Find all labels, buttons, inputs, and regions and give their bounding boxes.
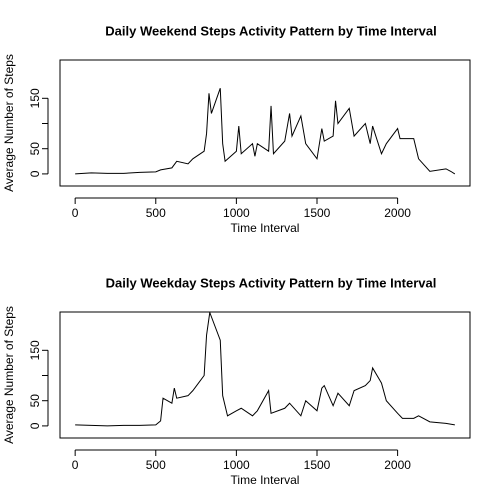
x-tick-label: 0 <box>72 206 79 220</box>
chart-title: Daily Weekend Steps Activity Pattern by … <box>105 23 436 38</box>
x-tick-label: 1000 <box>223 206 250 220</box>
y-axis-label: Average Number of Steps <box>2 54 16 192</box>
x-tick-label: 0 <box>72 458 79 472</box>
x-tick-label: 2000 <box>384 458 411 472</box>
x-tick-label: 500 <box>146 458 166 472</box>
y-tick-label: 50 <box>28 394 42 408</box>
y-tick-label: 150 <box>28 88 42 108</box>
chart-title: Daily Weekday Steps Activity Pattern by … <box>106 275 437 290</box>
line <box>75 312 455 427</box>
x-tick-label: 1500 <box>304 458 331 472</box>
y-tick-label: 50 <box>28 142 42 156</box>
line <box>75 88 456 175</box>
x-tick-label: 1500 <box>304 206 331 220</box>
x-tick-label: 1000 <box>223 458 250 472</box>
x-axis-label: Time Interval <box>231 221 300 235</box>
x-tick-label: 500 <box>146 206 166 220</box>
plot-box <box>59 59 471 187</box>
y-tick-label: 0 <box>28 170 42 177</box>
x-tick-label: 2000 <box>384 206 411 220</box>
x-axis-label: Time Interval <box>231 473 300 487</box>
y-tick-label: 0 <box>28 422 42 429</box>
y-axis-label: Average Number of Steps <box>2 306 16 444</box>
y-tick-label: 150 <box>28 340 42 360</box>
plot-box <box>59 311 471 439</box>
